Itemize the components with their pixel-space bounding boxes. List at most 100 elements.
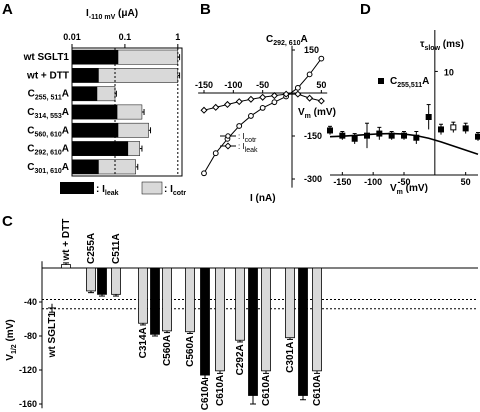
bar bbox=[248, 267, 258, 396]
bar bbox=[111, 267, 121, 295]
legend-swatch-cotr bbox=[141, 181, 163, 195]
data-point bbox=[247, 95, 255, 103]
y-axis-label: I (nA) bbox=[250, 193, 276, 204]
bar-leak bbox=[72, 68, 99, 83]
chart-title: τslow (ms) bbox=[420, 39, 464, 52]
bar bbox=[86, 267, 96, 292]
data-point bbox=[438, 126, 444, 133]
bar-leak bbox=[72, 50, 119, 65]
x-tick-label: 0.1 bbox=[119, 32, 132, 42]
data-point bbox=[388, 132, 395, 139]
data-point bbox=[259, 105, 266, 111]
x-tick-label: -150 bbox=[333, 177, 351, 187]
panel-label-b: B bbox=[200, 1, 211, 18]
category-label: C301, 610A bbox=[27, 162, 69, 175]
bar bbox=[298, 267, 308, 396]
data-point bbox=[339, 132, 346, 139]
bar-label: C255A bbox=[86, 233, 97, 264]
panel-b-iv-plot: B C292, 610A -150 -100 -50 50 150 -150 -300 Vm (m… bbox=[195, 1, 336, 204]
bar bbox=[138, 267, 148, 324]
bar-label: wt SGLT1 bbox=[47, 312, 58, 359]
data-point bbox=[212, 103, 220, 111]
data-point bbox=[236, 123, 243, 129]
panel-label-a: A bbox=[2, 1, 13, 18]
y-axis-label: V1/2 (mV) bbox=[5, 319, 18, 360]
data-point bbox=[235, 98, 243, 106]
panel-label-c: C bbox=[2, 213, 13, 230]
data-point bbox=[317, 97, 325, 105]
legend-label-leak: : Ileak bbox=[96, 184, 119, 197]
bar-label: wt + DTT bbox=[61, 219, 72, 262]
data-point bbox=[259, 93, 267, 101]
bar-leak bbox=[72, 104, 118, 120]
x-tick-label: 0.01 bbox=[63, 32, 81, 42]
bar bbox=[285, 267, 295, 339]
data-point bbox=[475, 133, 480, 140]
category-label: wt + DTT bbox=[26, 70, 69, 81]
y-tick-label: -40 bbox=[24, 297, 37, 307]
x-tick-label: -150 bbox=[195, 80, 213, 90]
data-point bbox=[401, 132, 407, 139]
x-tick-label: -100 bbox=[364, 177, 382, 187]
data-point bbox=[212, 150, 219, 157]
bar-label: C560A bbox=[162, 335, 173, 366]
x-tick-label: 50 bbox=[316, 80, 326, 90]
bar-label: C610A bbox=[312, 375, 323, 406]
bar bbox=[215, 267, 225, 372]
data-point bbox=[306, 71, 313, 78]
bar-label: C511A bbox=[111, 233, 122, 264]
panel-c-v-half-bars: C -40 -80 -120 -160 V1/2 (mV) wt SGLT1 wt + DTT… bbox=[2, 213, 478, 410]
data-point bbox=[270, 92, 278, 100]
y-tick-label: -150 bbox=[304, 131, 322, 141]
category-label: C560, 610A bbox=[27, 125, 69, 138]
x-tick-label: -100 bbox=[224, 80, 242, 90]
y-tick-label: 150 bbox=[304, 45, 319, 55]
y-tick-label: -300 bbox=[304, 174, 322, 184]
x-tick-label: -50 bbox=[397, 177, 410, 187]
data-point bbox=[282, 90, 290, 98]
category-label: wt SGLT1 bbox=[23, 52, 70, 63]
category-label: C255, 511A bbox=[28, 89, 69, 102]
data-point bbox=[413, 134, 420, 141]
bar-label: C301A bbox=[285, 342, 296, 373]
data-point bbox=[318, 55, 325, 62]
data-point bbox=[271, 99, 278, 106]
x-axis-label: Vm (mV) bbox=[298, 107, 336, 120]
x-tick-label: 50 bbox=[461, 177, 471, 187]
chart-title: C292, 610A bbox=[266, 34, 308, 47]
legend-label: : Icotr bbox=[238, 132, 257, 144]
data-point bbox=[462, 125, 469, 132]
legend-marker bbox=[225, 133, 231, 139]
bar bbox=[312, 267, 322, 372]
y-tick-label: -120 bbox=[19, 365, 37, 375]
bar-label: C292A bbox=[235, 344, 246, 375]
category-label: C314, 553A bbox=[27, 107, 69, 120]
data-point bbox=[450, 124, 457, 131]
data-point bbox=[294, 84, 301, 91]
bar-leak bbox=[72, 141, 129, 156]
bar-label: C610A bbox=[200, 379, 211, 410]
data-point bbox=[223, 100, 232, 109]
panel-a-bar-chart: A I-110 mV (μA) 0.01 0.1 1 wt SGLT1 wt + DTT C2… bbox=[2, 1, 186, 197]
bar bbox=[150, 267, 160, 335]
data-point bbox=[351, 135, 358, 142]
legend-label-cotr: : Icotr bbox=[164, 184, 186, 197]
x-axis-label: Vm (mV) bbox=[390, 183, 428, 196]
bar-label: C610A bbox=[215, 375, 226, 406]
legend-swatch-leak bbox=[60, 182, 94, 194]
bar-leak bbox=[72, 159, 99, 174]
category-label: C292, 610A bbox=[27, 144, 69, 157]
bar bbox=[261, 267, 271, 372]
bar-label: C610A bbox=[261, 375, 272, 406]
bar bbox=[185, 267, 195, 333]
bar-leak bbox=[72, 86, 98, 101]
legend-label: C255,511A bbox=[390, 76, 429, 89]
data-point bbox=[327, 127, 333, 134]
legend-label: : Ileak bbox=[238, 142, 258, 154]
bar bbox=[200, 267, 210, 376]
data-point bbox=[425, 114, 432, 120]
data-point bbox=[248, 113, 254, 119]
bar-label: C314A bbox=[138, 327, 149, 358]
